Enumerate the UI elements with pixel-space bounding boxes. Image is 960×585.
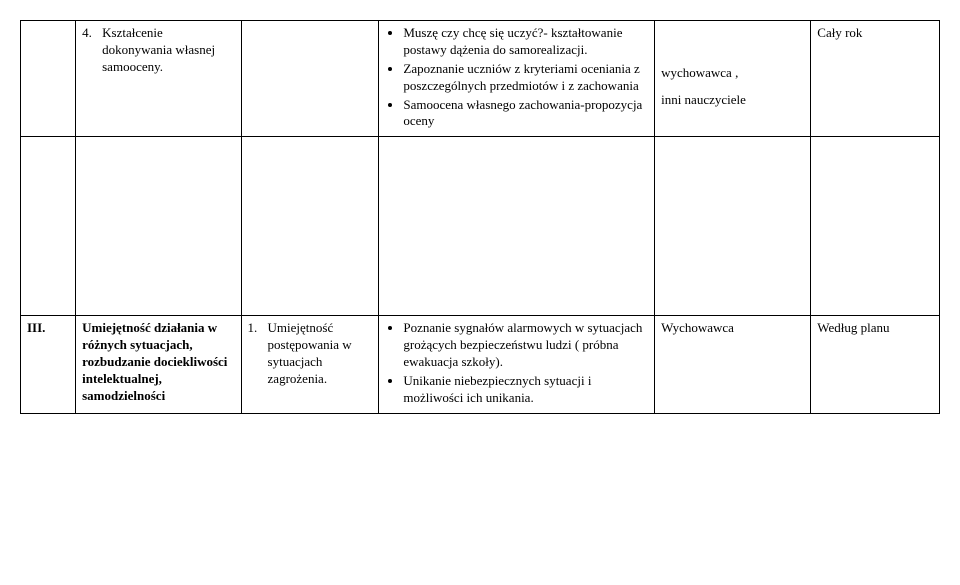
item-number: 4. (82, 25, 102, 76)
bullet-list: Muszę czy chcę się uczyć?- kształtowanie… (385, 25, 648, 130)
cell-col1: III. (21, 316, 76, 413)
cell-col2: Umiejętność działania w różnych sytuacja… (76, 316, 241, 413)
list-item: Unikanie niebezpiecznych sytuacji i możl… (403, 373, 648, 407)
cell-col1 (21, 21, 76, 137)
item-number: 1. (248, 320, 268, 388)
section-number: III. (27, 320, 45, 335)
list-item: Samoocena własnego zachowania-propozycja… (403, 97, 648, 131)
item-text: Umiejętność postępowania w sytuacjach za… (268, 320, 373, 388)
list-item: Poznanie sygnałów alarmowych w sytuacjac… (403, 320, 648, 371)
document-table: 4. Kształcenie dokonywania własnej samoo… (20, 20, 940, 414)
table-row: 4. Kształcenie dokonywania własnej samoo… (21, 21, 940, 137)
list-item: Muszę czy chcę się uczyć?- kształtowanie… (403, 25, 648, 59)
cell-col3: 1. Umiejętność postępowania w sytuacjach… (241, 316, 379, 413)
table-row-spacer (21, 137, 940, 316)
bullet-list: Poznanie sygnałów alarmowych w sytuacjac… (385, 320, 648, 406)
list-item: Zapoznanie uczniów z kryteriami oceniani… (403, 61, 648, 95)
cell-col5: Wychowawca (655, 316, 811, 413)
cell-col4: Poznanie sygnałów alarmowych w sytuacjac… (379, 316, 655, 413)
cell-col2: 4. Kształcenie dokonywania własnej samoo… (76, 21, 241, 137)
section-title: Umiejętność działania w różnych sytuacja… (82, 320, 227, 403)
text-value: Wychowawca (661, 320, 734, 335)
cell-col4: Muszę czy chcę się uczyć?- kształtowanie… (379, 21, 655, 137)
text-line: wychowawca , (661, 65, 804, 82)
cell-col5: wychowawca , inni nauczyciele (655, 21, 811, 137)
table-row: III. Umiejętność działania w różnych syt… (21, 316, 940, 413)
cell-col6: Cały rok (811, 21, 940, 137)
text-value: Cały rok (817, 25, 862, 40)
cell-col6: Według planu (811, 316, 940, 413)
text-value: Według planu (817, 320, 889, 335)
cell-col3 (241, 21, 379, 137)
text-line: inni nauczyciele (661, 92, 804, 109)
item-text: Kształcenie dokonywania własnej samoocen… (102, 25, 234, 76)
